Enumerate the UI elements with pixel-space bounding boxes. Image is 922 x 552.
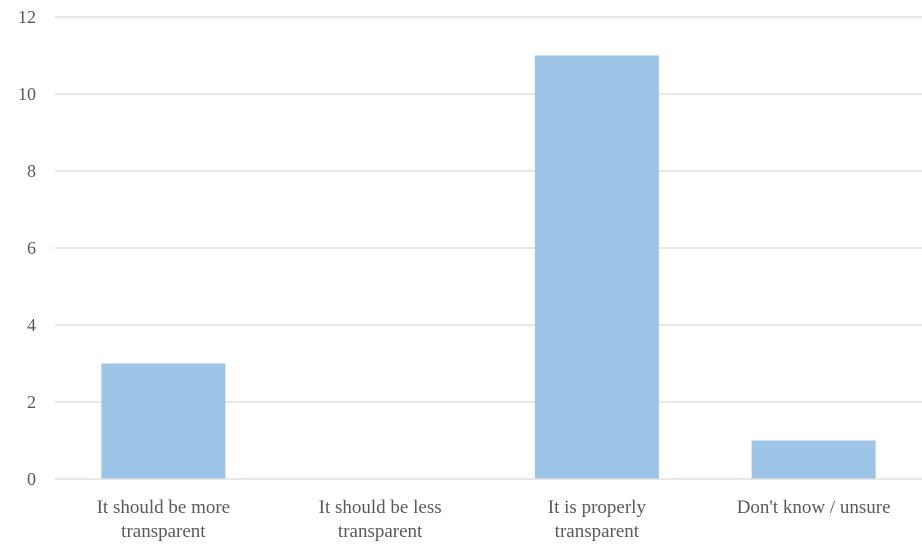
y-axis-tick-labels: 0 2 4 6 8 10 12 bbox=[18, 7, 36, 489]
bar-1 bbox=[101, 363, 226, 479]
y-tick-label: 4 bbox=[27, 315, 36, 335]
x-category-label-line: Don't know / unsure bbox=[737, 497, 891, 518]
x-category-label-line: transparent bbox=[555, 521, 640, 542]
y-tick-label: 12 bbox=[18, 7, 36, 27]
x-category-label-line: It is properly bbox=[548, 497, 647, 518]
x-category-label: It should be less transparent bbox=[319, 497, 442, 542]
y-tick-label: 2 bbox=[27, 392, 36, 412]
bar-4 bbox=[751, 440, 876, 479]
y-tick-label: 6 bbox=[27, 238, 36, 258]
y-tick-label: 10 bbox=[18, 84, 36, 104]
x-category-label: Don't know / unsure bbox=[737, 497, 891, 518]
x-category-label-line: It should be less bbox=[319, 497, 442, 518]
x-category-label-line: It should be more bbox=[97, 497, 231, 518]
bars bbox=[101, 55, 876, 479]
x-category-label: It should be more transparent bbox=[97, 497, 231, 542]
y-tick-label: 0 bbox=[27, 469, 36, 489]
x-category-label: It is properly transparent bbox=[548, 497, 647, 542]
y-tick-label: 8 bbox=[27, 161, 36, 181]
gridlines bbox=[55, 16, 922, 403]
bar-3 bbox=[534, 55, 659, 479]
x-category-label-line: transparent bbox=[338, 521, 423, 542]
x-category-label-line: transparent bbox=[121, 521, 206, 542]
